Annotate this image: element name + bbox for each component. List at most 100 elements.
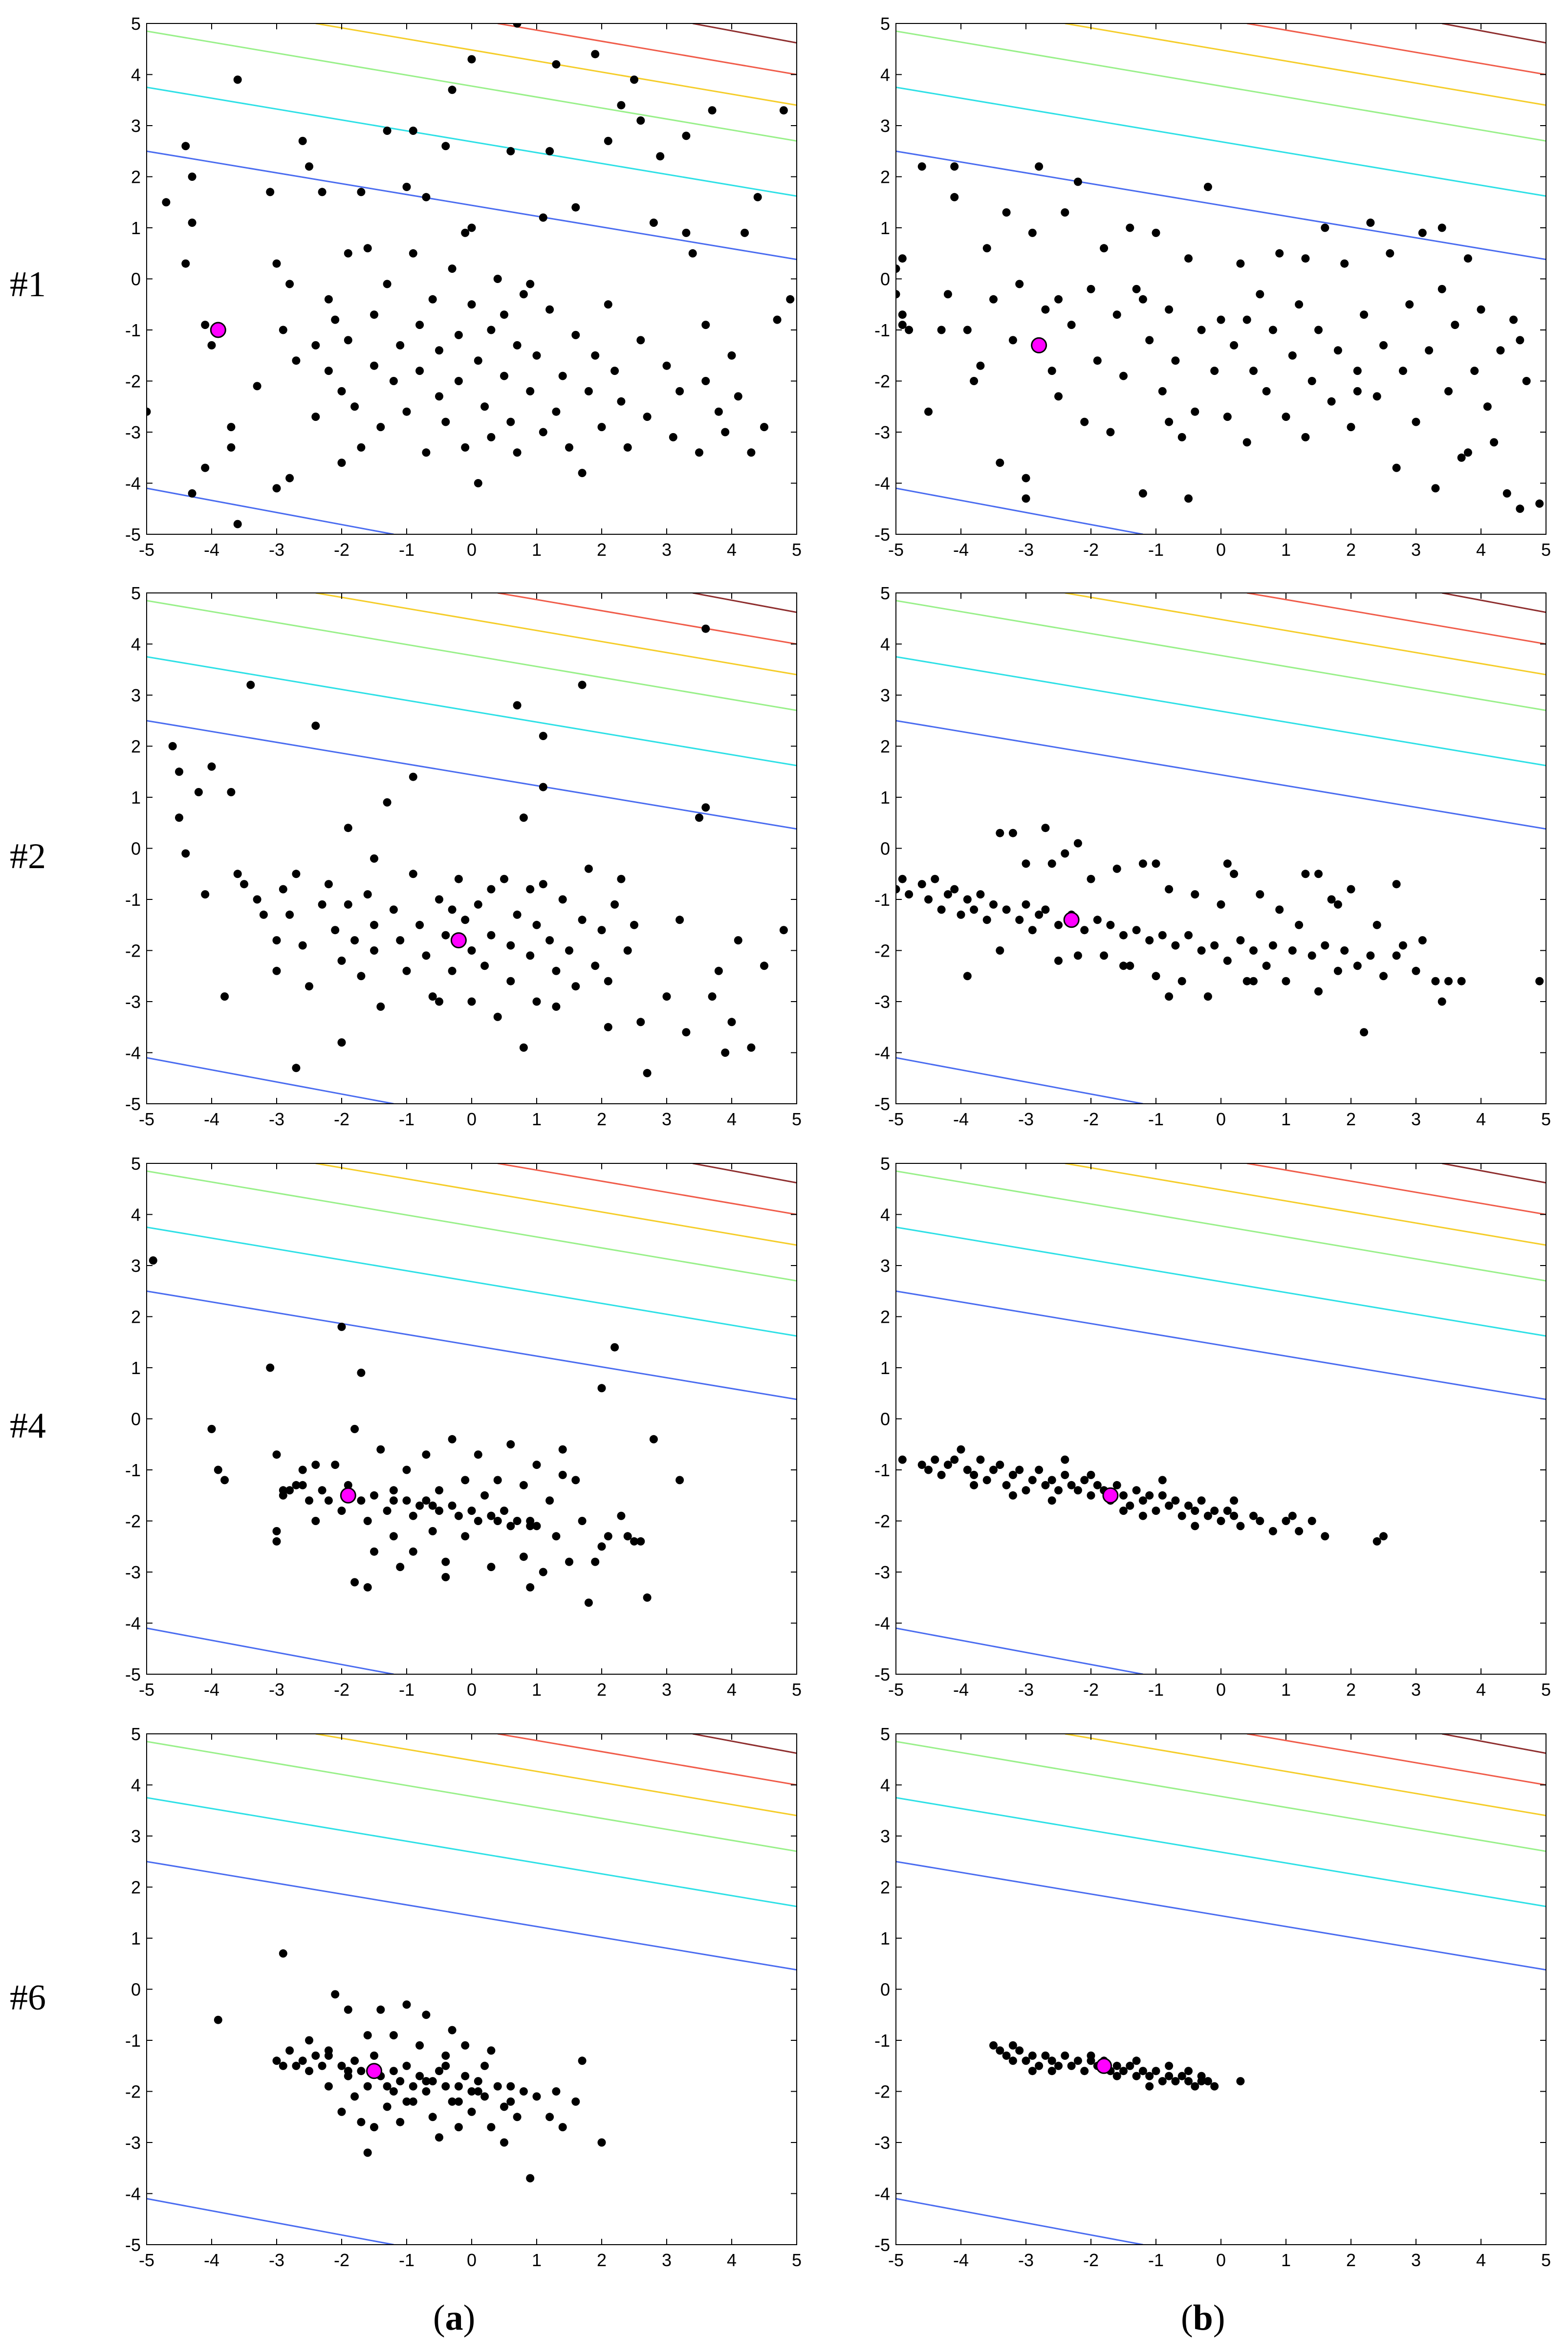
panel-2a-point-74: [597, 926, 606, 935]
panel-2b-ytick-label: 0: [880, 839, 890, 859]
panel-1a-point-2: [188, 173, 196, 181]
panel-6a-point-76: [487, 2046, 496, 2055]
panel-4a-point-16: [324, 1496, 333, 1505]
panel-6a-contour-2: [147, 1860, 797, 1971]
panel-4a-point-9: [285, 1486, 294, 1495]
panel-6b-contour-2: [896, 1860, 1546, 1971]
panel-4a-point-30: [389, 1496, 398, 1505]
panel-6a-ytick-label: 2: [131, 1878, 141, 1898]
panel-4a-point-90: [428, 1501, 437, 1510]
panel-1b-point-7: [950, 193, 959, 201]
panel-4b-point-36: [1145, 1491, 1154, 1500]
panel-6b-point-5: [1022, 2056, 1030, 2065]
panel-6b-point-39: [1132, 2056, 1141, 2065]
panel-1b-point-97: [898, 321, 907, 329]
panel-1b-point-17: [1022, 494, 1030, 503]
panel-1b-xtick-label: 2: [1346, 540, 1356, 560]
panel-2b-point-17: [1002, 905, 1011, 914]
panel-2a-xtick-label: -1: [399, 1109, 414, 1129]
panel-4b-point-43: [1191, 1507, 1199, 1515]
panel-4a-point-2: [214, 1465, 222, 1474]
panel-2b-xtick-label: 1: [1281, 1109, 1291, 1129]
panel-4b: -5-5 -4 -4 -3 -3 -2 -2 -1 -1 0 0 1 1 2 2 3 3 4 4 5 5: [874, 1154, 1551, 1700]
panel-2a-xtick-label: 1: [532, 1109, 542, 1129]
panel-4a-point-75: [610, 1343, 619, 1352]
panel-1b-point-106: [1301, 254, 1310, 263]
panel-6b-xtick-label: 0: [1216, 2250, 1226, 2270]
panel-6b-ytick-label: -4: [874, 2184, 890, 2204]
panel-2a-point-25: [337, 956, 346, 965]
panel-1a-point-31: [357, 188, 366, 197]
panel-1a-point-74: [532, 351, 541, 360]
panel-2a-point-60: [526, 951, 535, 960]
panel-2a-contour-4: [147, 600, 797, 711]
panel-6a-point-77: [532, 2092, 541, 2101]
panel-1a-point-19: [298, 136, 307, 145]
panel-1b-point-3: [898, 254, 907, 263]
panel-6a-point-81: [506, 2097, 515, 2106]
panel-6b-point-1: [996, 2046, 1004, 2055]
panel-4a-point-26: [370, 1491, 378, 1500]
panel-2a-point-96: [292, 1064, 301, 1072]
panel-2a-point-86: [701, 803, 710, 812]
panel-1a-point-111: [740, 228, 749, 237]
panel-1a-point-72: [519, 290, 528, 299]
panel-4a-point-71: [578, 1517, 587, 1525]
panel-6b-point-8: [1041, 2051, 1050, 2060]
panel-1a-point-95: [636, 336, 645, 345]
panel-2a-point-18: [292, 870, 301, 878]
panel-1a-point-93: [617, 397, 626, 406]
panel-1a-point-6: [207, 341, 216, 350]
panel-4a-point-29: [389, 1532, 398, 1541]
panel-6b-ytick-label: 3: [880, 1826, 890, 1846]
panel-4b-point-58: [1372, 1537, 1381, 1546]
panel-2b-point-32: [1093, 916, 1102, 924]
panel-1b-ytick-label: -5: [874, 525, 890, 545]
panel-2b-point-54: [1236, 936, 1245, 945]
panel-2b-point-74: [1366, 951, 1375, 960]
panel-2a-point-2: [175, 813, 183, 822]
panel-4a-point-69: [565, 1557, 573, 1566]
panel-1a-points: [147, 23, 795, 528]
panel-1b-point-74: [1392, 463, 1401, 472]
panel-6b: -5-5 -4 -4 -3 -3 -2 -2 -1 -1 0 0 1 1 2 2 3 3 4 4 5 5: [874, 1724, 1551, 2270]
panel-4b-ytick-label: 3: [880, 1256, 890, 1276]
panel-2a-point-101: [435, 997, 443, 1006]
panel-2a-contour-1: [147, 1057, 394, 1104]
panel-1b-point-100: [970, 377, 979, 385]
panel-4a-point-38: [422, 1496, 431, 1505]
panel-2a-point-28: [350, 936, 359, 945]
panel-2a-point-90: [727, 1018, 736, 1027]
panel-2b-point-38: [1132, 926, 1141, 935]
panel-6a-contour-3: [147, 1797, 797, 1907]
panel-2b-point-23: [1041, 824, 1050, 832]
panel-4b-point-49: [1230, 1511, 1239, 1520]
panel-4b-point-62: [1087, 1470, 1095, 1479]
panel-1b-point-40: [1171, 356, 1180, 365]
panel-2b-ytick-label: -4: [874, 1043, 890, 1063]
panel-1a-xtick-label: 1: [532, 540, 542, 560]
panel-6b-point-13: [1073, 2056, 1082, 2065]
panel-2b-point-97: [1333, 900, 1342, 909]
panel-2a-xtick-label: -3: [269, 1109, 284, 1129]
panel-4a-contour-2: [147, 1290, 797, 1400]
panel-1a-point-101: [675, 387, 684, 395]
panel-2a-point-24: [331, 926, 340, 935]
panel-4a-xtick-label: 3: [662, 1680, 672, 1700]
panel-1a-point-61: [474, 479, 482, 487]
panel-2b-point-52: [1223, 956, 1232, 965]
panel-6a-point-44: [435, 2133, 443, 2142]
panel-1a-xtick-label: -3: [269, 540, 284, 560]
panel-4a-point-13: [305, 1496, 313, 1505]
panel-2a-point-71: [578, 916, 587, 924]
panel-2a-point-17: [285, 910, 294, 919]
panel-4a-point-35: [409, 1547, 417, 1556]
panel-6a-point-66: [545, 2113, 554, 2121]
panel-2a-point-12: [253, 895, 261, 904]
panel-6a-points: [214, 1949, 606, 2183]
panel-1a-contour-3: [147, 87, 797, 197]
panel-6a-point-72: [305, 2036, 313, 2045]
panel-6b-xtick-label: -3: [1018, 2250, 1034, 2270]
panel-4b-point-23: [1061, 1470, 1069, 1479]
panel-1b-point-22: [1054, 392, 1063, 401]
